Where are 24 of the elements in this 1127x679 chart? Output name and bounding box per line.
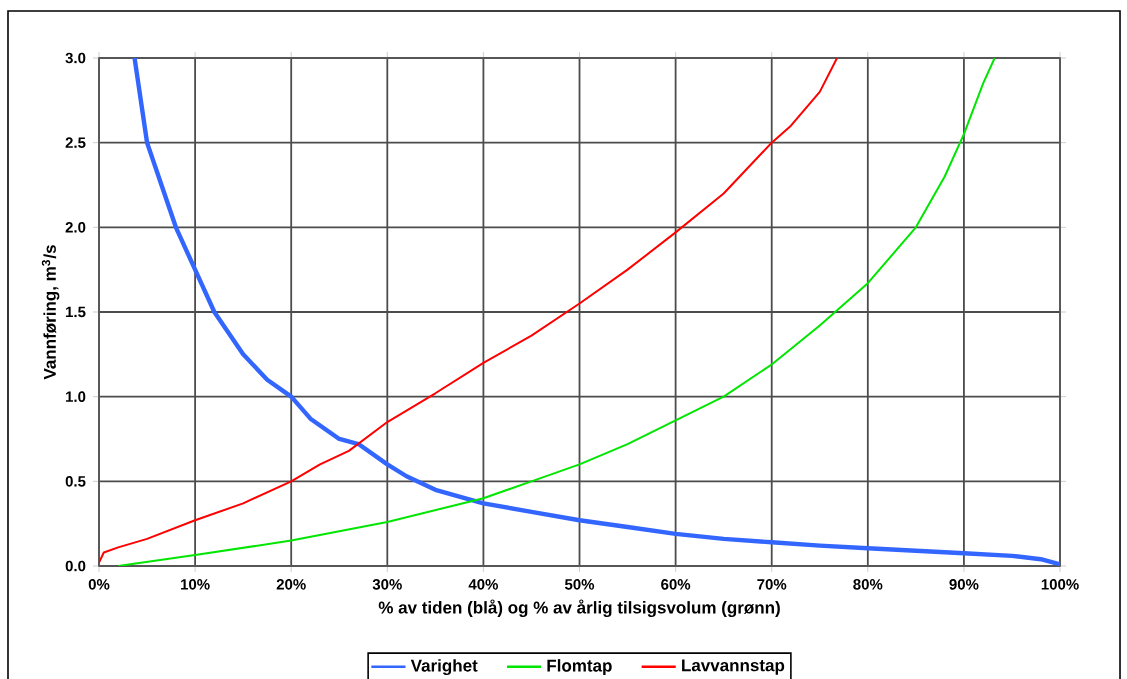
x-tick-label: 60% — [661, 579, 691, 590]
legend-label: Varighet — [410, 659, 478, 676]
x-tick-label: 70% — [757, 579, 787, 590]
x-tick-label: 10% — [181, 579, 210, 590]
x-tick-label: 50% — [564, 579, 595, 590]
y-tick-label: 3.0 — [65, 52, 86, 64]
x-tick-label: 30% — [372, 579, 402, 590]
y-tick-label: 1.5 — [66, 306, 86, 318]
y-tick-label: 0.5 — [65, 476, 86, 487]
x-tick-label: 90% — [949, 579, 979, 590]
x-tick-label: 100% — [1041, 579, 1079, 590]
x-tick-label: 20% — [276, 579, 306, 590]
y-tick-label: 0.0 — [65, 560, 86, 572]
x-axis-title: % av tiden (blå) og % av årlig tilsigsvolum (grønn) — [378, 599, 780, 618]
y-tick-label: 1.0 — [66, 391, 86, 402]
x-tick-label: 0% — [88, 579, 110, 590]
y-tick-label: 2.5 — [65, 137, 86, 148]
x-tick-label: 80% — [853, 579, 883, 590]
y-axis-title: Vannføring, m$^{3}$/s — [41, 245, 60, 380]
line-series — [99, 57, 839, 564]
legend-label: Lavvannstap — [682, 659, 785, 675]
y-tick-label: 2.0 — [65, 222, 86, 233]
legend-label: Flomtap — [547, 659, 612, 675]
x-tick-label: 40% — [468, 579, 498, 590]
